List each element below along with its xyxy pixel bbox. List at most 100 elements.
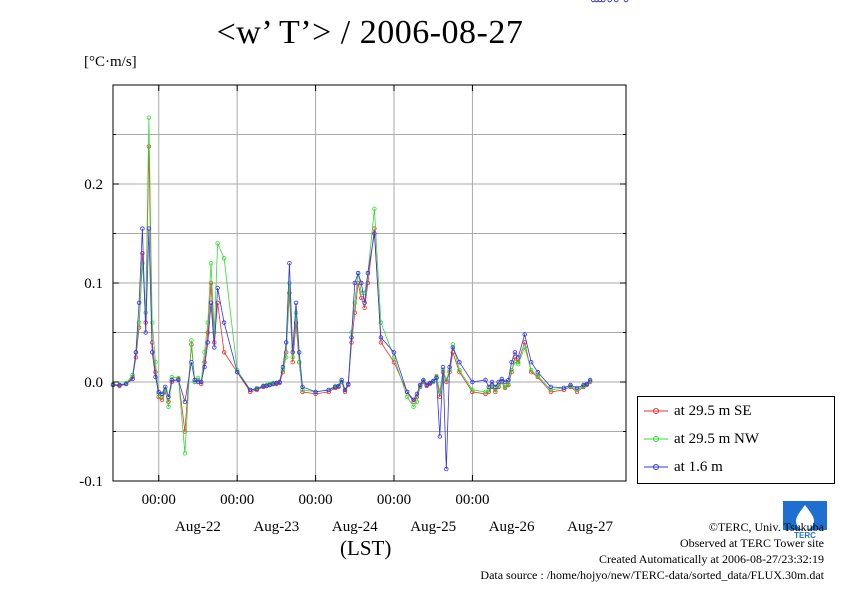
data-point — [509, 360, 514, 365]
series-layer — [110, 0, 629, 472]
data-point — [600, 0, 606, 3]
data-point — [378, 340, 384, 345]
created-text: Created Automatically at 2006-08-27/23:3… — [599, 552, 824, 566]
data-point — [607, 0, 612, 3]
x-tick-label: 00:00 — [142, 492, 176, 508]
data-point — [427, 380, 433, 386]
data-point — [153, 369, 158, 375]
data-point — [176, 377, 181, 383]
data-point — [143, 310, 148, 315]
data-point — [212, 345, 217, 350]
data-point — [123, 381, 129, 387]
data-point — [411, 404, 416, 409]
data-point — [277, 379, 282, 385]
data-point — [414, 391, 420, 397]
data-point — [535, 373, 540, 379]
data-point — [437, 434, 442, 439]
data-point — [378, 335, 384, 340]
data-point — [146, 115, 152, 120]
data-point — [287, 261, 292, 266]
data-point — [136, 300, 142, 305]
data-point — [117, 382, 122, 388]
x-axis: 00:00 00:00 00:00 00:00 00:00 Aug-22 Aug-23 Aug… — [142, 85, 613, 535]
data-point — [434, 375, 439, 381]
data-point — [450, 342, 455, 347]
data-point — [431, 378, 436, 384]
y-tick-label: 0.2 — [84, 177, 103, 193]
legend: at 29.5 m SE at 29.5 m NW at 1.6 m — [637, 396, 835, 484]
data-point — [146, 226, 152, 231]
data-point — [143, 330, 148, 335]
data-point — [421, 377, 426, 383]
data-point — [234, 369, 240, 375]
x-tick-label: 00:00 — [377, 492, 411, 508]
legend-item-se: at 29.5 m SE — [644, 401, 752, 421]
data-point — [159, 394, 165, 400]
series-se — [110, 0, 629, 434]
data-point — [339, 377, 344, 383]
legend-label-low: at 1.6 m — [674, 458, 723, 475]
data-point — [313, 389, 318, 395]
observed-text: Observed at TERC Tower site — [679, 536, 824, 550]
data-point — [493, 387, 498, 393]
data-point — [300, 384, 305, 390]
data-point — [444, 466, 449, 472]
data-point — [502, 379, 508, 385]
data-point — [290, 355, 295, 360]
legend-marker-low — [644, 464, 668, 470]
data-point — [587, 377, 593, 383]
data-point — [483, 389, 488, 395]
data-point — [623, 0, 629, 3]
data-point — [195, 379, 201, 385]
data-point — [293, 300, 299, 305]
data-point — [300, 387, 305, 393]
data-point — [548, 384, 553, 390]
source-text: Data source : /home/hojyo/new/TERC-data/… — [480, 568, 824, 582]
data-point — [215, 241, 220, 246]
y-axis-unit: [°C·m/s] — [84, 54, 137, 70]
data-point — [254, 386, 259, 392]
legend-item-low: at 1.6 m — [644, 457, 723, 477]
legend-marker-se — [644, 408, 668, 414]
data-point — [202, 360, 207, 365]
data-point — [506, 381, 511, 387]
x-axis-label: (LST) — [340, 536, 392, 560]
data-point — [522, 332, 527, 337]
data-point — [133, 350, 139, 355]
data-point — [362, 305, 367, 310]
data-point — [529, 367, 534, 373]
data-point — [561, 385, 567, 391]
y-tick-label: 0.0 — [84, 375, 103, 391]
data-point — [584, 381, 589, 387]
data-point — [404, 389, 410, 395]
data-point — [483, 377, 488, 383]
chart-title: <w’ T’> / 2006-08-27 — [216, 14, 524, 51]
data-point — [548, 387, 553, 393]
data-point — [156, 389, 161, 395]
data-point — [447, 364, 452, 370]
x-tick-label: 00:00 — [299, 492, 333, 508]
data-point — [205, 340, 210, 345]
data-point — [182, 399, 188, 404]
data-point — [247, 387, 253, 393]
data-point — [522, 345, 527, 350]
data-point — [486, 387, 491, 393]
data-point — [221, 256, 227, 261]
data-point — [284, 340, 289, 345]
data-point — [293, 320, 299, 325]
data-point — [130, 376, 135, 382]
data-point — [290, 360, 295, 365]
day-label: Aug-26 — [489, 519, 535, 535]
data-point — [359, 280, 364, 286]
data-point — [189, 360, 194, 365]
data-point — [411, 397, 416, 402]
data-point — [149, 320, 155, 325]
data-point — [290, 350, 295, 355]
data-point — [208, 280, 214, 286]
data-point — [169, 374, 174, 380]
data-point — [297, 350, 302, 355]
data-point — [362, 300, 367, 305]
data-point — [493, 384, 498, 390]
data-point — [614, 0, 619, 3]
